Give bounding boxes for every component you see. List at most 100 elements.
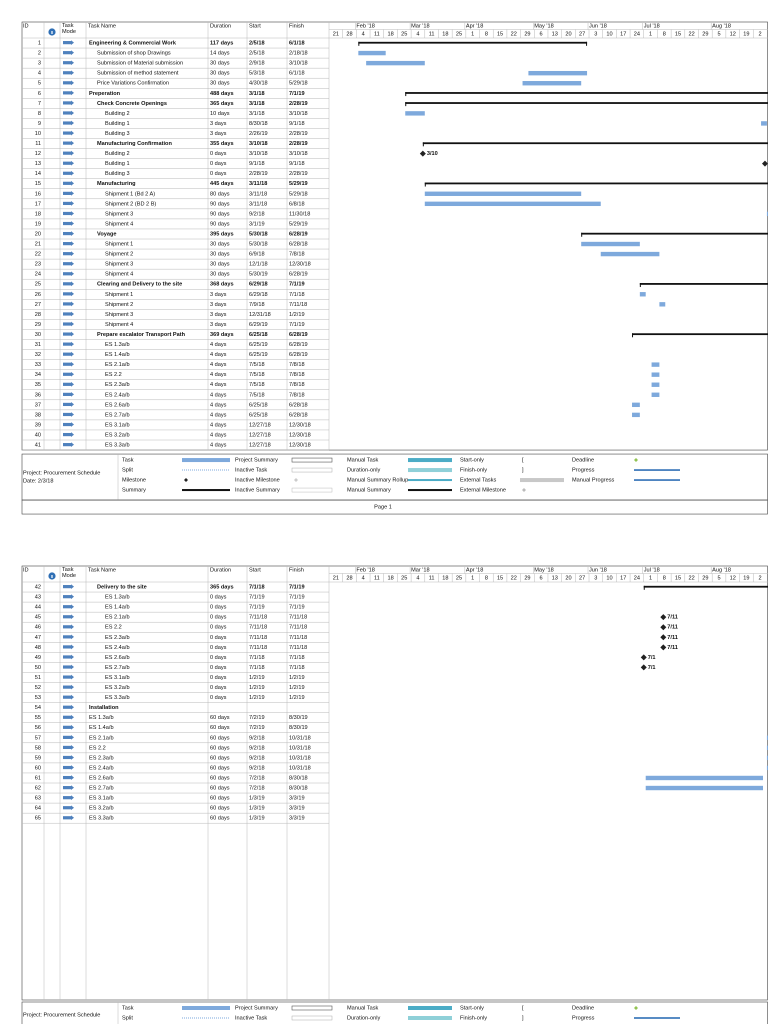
task-finish: 6/28/18 <box>289 402 308 408</box>
legend-label: Project Summary <box>235 1005 278 1011</box>
summary-cap <box>422 142 424 147</box>
legend-label: Summary <box>122 488 146 494</box>
legend-sample <box>408 458 452 463</box>
task-mode-icon <box>63 312 71 316</box>
task-name: Shipment 2 <box>105 302 133 308</box>
task-duration: 90 days <box>210 201 230 207</box>
task-start: 7/11/18 <box>249 625 267 631</box>
task-start: 2/5/18 <box>249 41 265 47</box>
legend-label: Progress <box>572 1015 595 1021</box>
week-label: 6 <box>540 575 543 581</box>
task-name: ES 3.2a/b <box>105 685 130 691</box>
task-id: 63 <box>35 796 41 802</box>
task-start: 7/1/18 <box>249 585 265 591</box>
week-label: 22 <box>511 31 517 37</box>
task-bar <box>651 362 660 367</box>
task-start: 1/3/19 <box>249 796 265 802</box>
task-id: 48 <box>35 645 41 651</box>
task-name: Building 3 <box>105 131 130 137</box>
week-label: 24 <box>634 31 640 37</box>
task-bar <box>766 755 768 761</box>
task-mode-arrow <box>71 724 74 730</box>
milestone-label: 7/11 <box>667 635 678 641</box>
task-name: Shipment 1 <box>105 242 133 248</box>
legend-label: External Milestone <box>460 488 506 494</box>
task-finish: 7/1/19 <box>289 595 305 601</box>
task-id: 17 <box>35 201 41 207</box>
task-mode-arrow <box>71 634 74 640</box>
task-duration: 488 days <box>210 91 234 97</box>
task-finish: 8/30/19 <box>289 715 308 721</box>
task-start: 5/30/18 <box>249 231 268 237</box>
column-header: Task Mode <box>62 23 76 35</box>
task-mode-arrow <box>71 391 74 397</box>
legend-label: Inactive Summary <box>235 488 280 494</box>
month-label: Jun '18 <box>589 23 607 29</box>
task-start: 2/28/19 <box>249 171 268 177</box>
task-mode-icon <box>63 605 71 609</box>
task-finish: 12/30/18 <box>289 262 311 268</box>
month-label: Feb '18 <box>356 23 374 29</box>
task-name: Shipment 1 (Bd 2 A) <box>105 191 155 197</box>
legend-label: Duration-only <box>347 1015 380 1021</box>
legend-sample <box>291 1005 333 1011</box>
task-mode-arrow <box>71 795 74 801</box>
task-duration: 3 days <box>210 302 227 308</box>
milestone-label: 7/11 <box>667 645 678 651</box>
task-mode-icon <box>63 786 71 790</box>
task-start: 6/25/18 <box>249 332 268 338</box>
task-mode-arrow <box>71 654 74 660</box>
task-id: 21 <box>35 242 41 248</box>
task-mode-icon <box>63 332 71 336</box>
task-start: 3/1/18 <box>249 91 265 97</box>
task-bar <box>366 60 425 66</box>
task-bar <box>632 402 640 408</box>
week-label: 5 <box>717 575 720 581</box>
legend-sample <box>634 458 638 463</box>
task-name: Price Variations Confirmation <box>97 81 169 87</box>
task-start: 9/2/18 <box>249 755 265 761</box>
task-start: 9/2/18 <box>249 765 265 771</box>
task-finish: 10/31/18 <box>289 745 311 751</box>
legend-sample: [ <box>522 1005 524 1011</box>
summary-bar <box>422 142 768 145</box>
task-mode-icon <box>63 201 71 206</box>
task-name: ES 2.6a/b <box>105 655 130 661</box>
task-mode-arrow <box>71 190 74 196</box>
task-start: 3/10/18 <box>249 151 268 157</box>
task-name: Delivery to the site <box>97 585 147 591</box>
week-label: 20 <box>565 31 571 37</box>
task-id: 45 <box>35 615 41 621</box>
info-icon-bar <box>51 575 53 578</box>
task-mode-icon <box>63 352 71 356</box>
task-duration: 4 days <box>210 443 227 449</box>
week-label: 17 <box>620 575 626 581</box>
task-id: 54 <box>35 705 41 711</box>
task-id: 22 <box>35 252 41 258</box>
task-finish: 6/28/19 <box>289 231 308 237</box>
legend-label: Deadline <box>572 458 594 464</box>
task-start: 3/11/18 <box>249 191 267 197</box>
task-id: 23 <box>35 262 41 268</box>
task-mode-arrow <box>71 765 74 770</box>
task-finish: 10/31/18 <box>289 765 311 771</box>
month-label: Jun '18 <box>589 567 607 573</box>
task-duration: 3 days <box>210 121 227 127</box>
task-mode-icon <box>63 51 71 55</box>
task-bar <box>600 251 660 257</box>
task-mode-arrow <box>71 351 74 357</box>
task-finish: 6/28/19 <box>289 332 308 338</box>
task-name: ES 3.3a/b <box>105 695 130 701</box>
week-label: 12 <box>730 575 736 581</box>
task-id: 2 <box>38 51 41 57</box>
task-start: 7/11/18 <box>249 635 267 641</box>
task-name: Clearing and Delivery to the site <box>97 282 182 288</box>
task-mode-arrow <box>71 714 74 720</box>
task-mode-arrow <box>71 614 74 620</box>
legend-sample <box>520 478 564 483</box>
task-duration: 4 days <box>210 402 227 408</box>
task-mode-arrow <box>71 341 74 347</box>
task-name: ES 1.3a/b <box>105 595 130 601</box>
week-label: 6 <box>540 31 543 37</box>
week-label: 28 <box>346 575 352 581</box>
